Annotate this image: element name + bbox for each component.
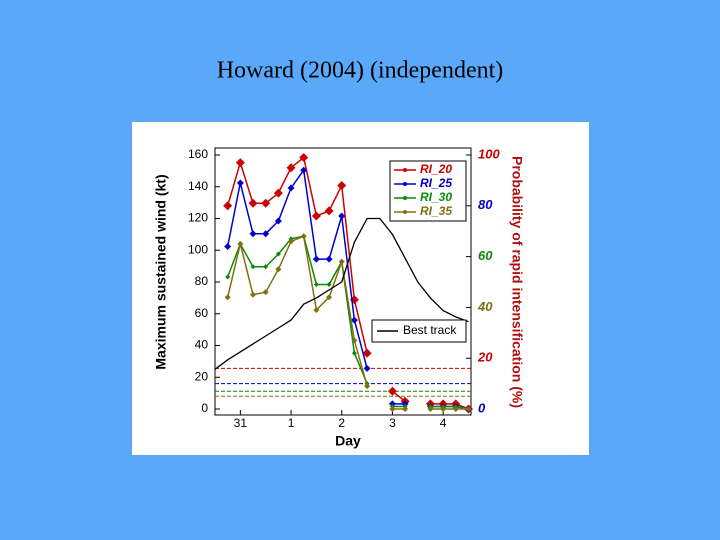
marker [363, 364, 371, 372]
marker [337, 180, 347, 190]
marker [326, 294, 333, 301]
marker [427, 406, 434, 412]
y-tick-label: 60 [195, 306, 209, 320]
marker [313, 282, 319, 288]
marker [389, 406, 396, 412]
legend-label: Best track [403, 323, 457, 337]
legend-label: RI_20 [420, 162, 452, 176]
marker [452, 406, 459, 412]
x-tick-label: 4 [440, 416, 447, 430]
marker [224, 242, 232, 250]
marker [311, 211, 321, 221]
marker [465, 406, 472, 412]
legend-label: RI_30 [420, 190, 452, 204]
x-tick-label: 1 [288, 416, 295, 430]
legend-label: RI_25 [420, 176, 452, 190]
marker [338, 258, 345, 265]
marker [364, 383, 371, 390]
marker [313, 306, 320, 313]
marker [263, 264, 269, 270]
legend-label: RI_35 [420, 204, 452, 218]
marker [362, 348, 372, 358]
marker [299, 153, 309, 163]
marker [262, 230, 270, 238]
marker [225, 274, 231, 280]
legend-marker [403, 182, 407, 186]
marker [236, 179, 244, 187]
y-tick-label: 120 [188, 211, 208, 225]
y2-tick-label: 0 [478, 400, 486, 415]
marker [274, 217, 282, 225]
y2-tick-label: 20 [477, 350, 493, 365]
x-axis-label: Day [335, 433, 361, 449]
series-line [430, 405, 469, 410]
marker [351, 337, 358, 344]
y-tick-label: 40 [195, 338, 209, 352]
legend-box [371, 319, 467, 343]
x-tick-label: 2 [338, 416, 345, 430]
legend-marker [403, 168, 407, 172]
marker [325, 255, 333, 263]
marker [273, 188, 283, 198]
legend-box [389, 160, 467, 222]
marker [261, 198, 271, 208]
marker [351, 350, 357, 356]
x-tick-label: 3 [389, 416, 396, 430]
y-tick-label: 160 [188, 147, 208, 161]
y2-axis-label: Probability of rapid intensification (%) [509, 156, 525, 408]
marker [223, 201, 233, 211]
legend-marker [403, 196, 407, 200]
chart-background [132, 122, 589, 455]
marker [300, 166, 308, 174]
y2-tick-label: 60 [478, 248, 493, 263]
marker [248, 198, 258, 208]
marker [300, 233, 307, 240]
slide-title: Howard (2004) (independent) [217, 58, 504, 84]
marker [387, 386, 397, 396]
marker [401, 400, 409, 408]
marker [249, 230, 257, 238]
marker [237, 240, 244, 247]
marker [250, 291, 257, 298]
y2-tick-label: 40 [477, 299, 493, 314]
marker [326, 282, 332, 288]
y-tick-label: 80 [195, 274, 209, 288]
marker [286, 163, 296, 173]
y-tick-label: 0 [201, 401, 208, 415]
marker [324, 206, 334, 216]
y-tick-label: 20 [195, 369, 209, 383]
marker [350, 316, 358, 324]
series-line [226, 156, 368, 354]
marker [250, 264, 256, 270]
marker [224, 294, 231, 301]
marker [262, 289, 269, 296]
series-line [214, 217, 469, 370]
marker [440, 406, 447, 412]
y2-tick-label: 80 [478, 197, 493, 212]
marker [388, 400, 396, 408]
y-tick-label: 100 [188, 242, 208, 256]
legend-marker [403, 210, 407, 214]
series-line [226, 168, 368, 369]
marker [235, 158, 245, 168]
x-tick-label: 31 [234, 416, 248, 430]
marker [275, 251, 281, 257]
y2-tick-label: 100 [478, 146, 500, 161]
marker [312, 255, 320, 263]
marker [402, 406, 409, 412]
marker [287, 184, 295, 192]
marker [275, 266, 282, 273]
marker [288, 238, 295, 245]
series-line [430, 403, 469, 410]
y-tick-label: 140 [188, 179, 208, 193]
marker [338, 212, 346, 220]
y-axis-label: Maximum sustained wind (kt) [153, 174, 169, 369]
